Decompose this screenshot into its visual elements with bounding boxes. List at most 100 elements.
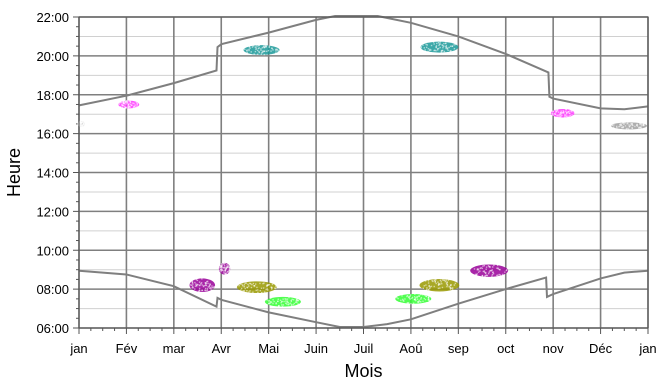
data-point xyxy=(81,120,83,122)
data-point xyxy=(263,46,266,48)
data-point xyxy=(295,301,297,304)
data-point xyxy=(121,104,124,107)
data-point xyxy=(259,282,261,285)
data-point xyxy=(288,303,290,305)
data-point xyxy=(496,274,498,277)
data-point xyxy=(191,285,194,288)
x-axis-title: Mois xyxy=(344,361,382,381)
data-point xyxy=(223,270,225,272)
data-point xyxy=(426,287,428,289)
data-point xyxy=(499,274,502,276)
data-point xyxy=(239,283,242,285)
data-point xyxy=(441,49,444,52)
data-point xyxy=(213,285,215,288)
data-point xyxy=(443,42,445,45)
data-point xyxy=(627,122,629,124)
data-point xyxy=(258,50,260,53)
data-point xyxy=(431,279,433,282)
data-point xyxy=(625,128,628,130)
data-point xyxy=(433,279,436,282)
data-point xyxy=(224,273,226,275)
y-tick-label: 14:00 xyxy=(36,166,69,181)
data-point xyxy=(425,46,428,49)
data-point xyxy=(436,47,439,50)
data-point xyxy=(642,124,645,127)
data-point xyxy=(441,286,444,289)
data-point xyxy=(563,112,565,114)
y-tick-label: 18:00 xyxy=(36,88,69,103)
data-point xyxy=(626,123,628,125)
data-point xyxy=(619,123,621,126)
data-point xyxy=(119,101,122,104)
data-point xyxy=(489,266,491,268)
data-point xyxy=(281,305,284,308)
data-point xyxy=(422,287,425,289)
data-point xyxy=(135,101,138,104)
data-point xyxy=(559,113,561,115)
data-point xyxy=(132,107,135,109)
data-point xyxy=(403,300,405,302)
data-point xyxy=(198,290,201,292)
data-point xyxy=(136,104,138,106)
data-point xyxy=(281,300,283,303)
data-point xyxy=(259,289,261,292)
data-point xyxy=(268,283,271,286)
data-point xyxy=(201,278,203,280)
data-point xyxy=(636,124,638,126)
data-point xyxy=(497,268,500,270)
data-point xyxy=(206,280,209,283)
data-point xyxy=(496,264,499,267)
data-point xyxy=(209,283,211,286)
data-point xyxy=(275,303,277,305)
data-point xyxy=(426,44,429,46)
data-point xyxy=(437,284,440,286)
data-point xyxy=(127,107,130,109)
data-point xyxy=(451,45,454,47)
data-point xyxy=(249,47,251,49)
data-point xyxy=(272,302,274,305)
data-point xyxy=(191,280,193,283)
data-point xyxy=(638,126,640,129)
data-point xyxy=(634,125,636,128)
data-point xyxy=(497,274,499,276)
data-point xyxy=(435,46,437,49)
data-point xyxy=(191,287,194,289)
data-point xyxy=(207,286,209,288)
data-point xyxy=(416,298,419,300)
data-point xyxy=(474,273,477,276)
data-point xyxy=(222,266,225,269)
data-point xyxy=(427,280,430,282)
data-point xyxy=(275,52,277,54)
data-point xyxy=(258,51,261,54)
data-point xyxy=(207,282,209,285)
data-point xyxy=(408,296,410,298)
data-point xyxy=(240,289,242,291)
data-point xyxy=(560,113,562,116)
data-point xyxy=(252,45,254,47)
data-point xyxy=(571,111,573,113)
data-point xyxy=(491,273,494,276)
data-point xyxy=(204,289,206,291)
data-point xyxy=(290,299,292,302)
data-point xyxy=(485,271,487,274)
data-point xyxy=(122,100,124,103)
data-point xyxy=(253,53,255,55)
data-point xyxy=(448,285,450,288)
data-point xyxy=(80,124,82,127)
data-point xyxy=(557,114,559,116)
y-tick-label: 16:00 xyxy=(36,127,69,142)
x-tick-label: Avr xyxy=(212,341,232,356)
data-point xyxy=(447,279,450,281)
data-point xyxy=(554,113,557,115)
data-point xyxy=(640,123,642,125)
data-point xyxy=(297,299,300,302)
data-point xyxy=(249,282,251,285)
data-point xyxy=(260,53,263,56)
data-point xyxy=(552,114,554,116)
data-point xyxy=(565,108,567,111)
data-point xyxy=(621,122,624,124)
cluster-fill xyxy=(395,293,432,304)
data-point xyxy=(246,49,248,52)
data-point xyxy=(291,298,293,301)
data-point xyxy=(80,125,83,128)
